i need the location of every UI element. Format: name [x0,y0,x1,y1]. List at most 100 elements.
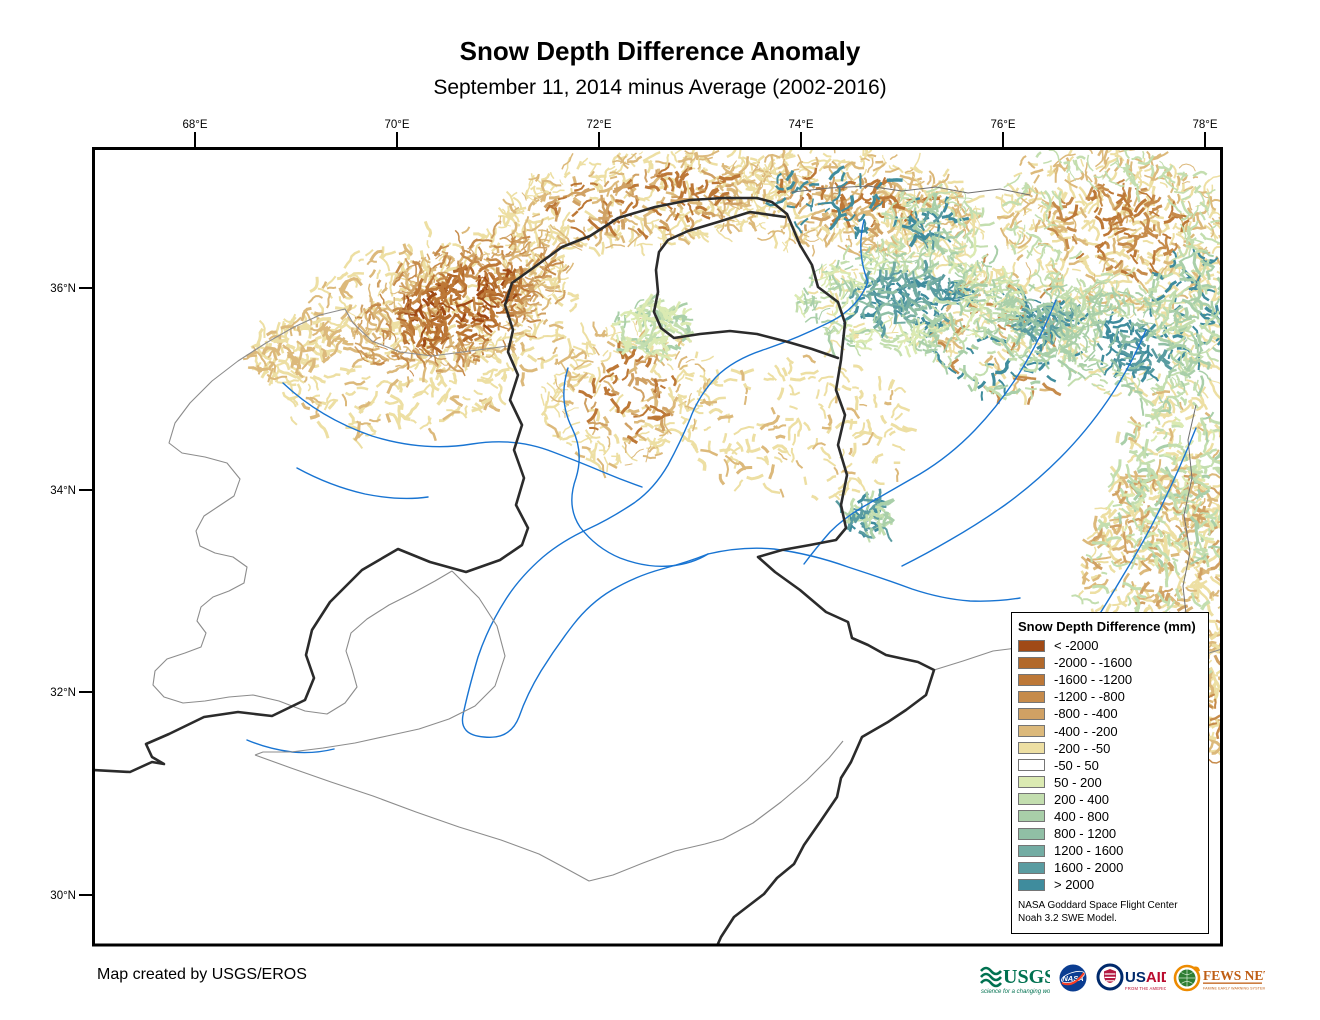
fewsnet-logo: FEWS NET FAMINE EARLY WARNING SYSTEMS NE… [1173,964,1265,992]
y-tick-label: 32°N [50,687,76,699]
logo-strip: USGS science for a changing world NASA U… [978,957,1265,999]
usgs-wave-icon [980,966,1002,988]
page-subtitle: September 11, 2014 minus Average (2002-2… [433,76,887,99]
legend-label: 200 - 400 [1054,791,1109,807]
x-tick-label: 76°E [990,119,1015,131]
fewsnet-underline [1203,982,1262,984]
map-credit: Map created by USGS/EROS [97,966,307,983]
legend-swatch [1018,725,1045,738]
legend-label: -2000 - -1600 [1054,655,1133,671]
legend-label: -200 - -50 [1054,740,1111,756]
legend-label: 1200 - 1600 [1054,843,1124,859]
legend-label: 400 - 800 [1054,808,1109,824]
snow-anomaly-speckles [873,269,1174,373]
basin-boundary [1182,404,1197,615]
basin-boundary [254,570,506,756]
legend-note: NASA Goddard Space Flight Center Noah 3.… [1018,900,1204,925]
nasa-wordmark: NASA [1062,974,1083,983]
legend-label: -1600 - -1200 [1054,672,1133,688]
legend-label: < -2000 [1054,638,1099,654]
legend-row: > 2000 [1018,876,1204,893]
y-tick-label: 30°N [50,890,76,902]
country-border [652,210,840,360]
usaid-stripes-icon [1104,973,1116,982]
snow-anomaly-speckles [613,182,1174,603]
legend-row: -400 - -200 [1018,722,1204,739]
river [901,329,1147,567]
map-frame [92,147,1223,947]
page-title: Snow Depth Difference Anomaly [459,36,861,66]
snow-anomaly-speckles [400,173,1134,374]
legend-swatch [1018,639,1045,652]
snow-raster-layer [242,149,1221,774]
legend-row: 800 - 1200 [1018,825,1204,842]
legend-swatch [1018,810,1045,823]
snow-anomaly-speckles [887,298,929,306]
legend-label: -800 - -400 [1054,706,1118,722]
legend-swatch [1018,861,1045,874]
legend-swatch [1018,776,1045,789]
fewsnet-wordmark: FEWS NET [1203,968,1265,983]
legend-row: -1200 - -800 [1018,688,1204,705]
usgs-logo: USGS science for a changing world [980,966,1050,995]
country-border [94,196,936,944]
fewsnet-leaf-icon [1193,966,1200,972]
legend-swatch [1018,827,1045,840]
legend-row: -2000 - -1600 [1018,654,1204,671]
graticule-ticks-layer: 68°E 70°E 72°E 74°E 76°E 78°E 36°N 34°N 32°N 30°N [50,119,1218,902]
legend-label: -50 - 50 [1054,757,1099,773]
legend-swatch [1018,673,1045,686]
snow-anomaly-speckles [408,266,475,344]
river [246,739,335,754]
x-tick-label: 72°E [586,119,611,131]
legend-row: 400 - 800 [1018,808,1204,825]
legend-row: 50 - 200 [1018,774,1204,791]
y-tick-label: 34°N [50,485,76,497]
nasa-logo: NASA [1059,964,1087,992]
snow-anomaly-speckles [495,211,1185,692]
snow-anomaly-speckles [818,263,988,336]
country-border-layer [94,196,936,944]
x-tick-label: 78°E [1192,119,1217,131]
legend-row: 1600 - 2000 [1018,859,1204,876]
x-tick-label: 68°E [182,119,207,131]
snow-anomaly-speckles [356,233,551,377]
snow-anomaly-speckles [954,279,965,289]
fewsnet-globe-grid-icon [1179,969,1195,987]
legend-row: < -2000 [1018,637,1204,654]
legend-swatch [1018,742,1045,755]
basin-boundary [791,185,1031,196]
usaid-us-text: US [1125,969,1146,986]
usgs-wordmark: USGS [1003,966,1050,988]
snow-anomaly-speckles [374,232,533,367]
usaid-shield-icon [1104,969,1116,983]
legend-label: -400 - -200 [1054,723,1118,739]
legend-swatch [1018,844,1045,857]
x-tick-label: 70°E [384,119,409,131]
legend-label: -1200 - -800 [1054,689,1125,705]
snow-anomaly-speckles [860,222,1139,512]
legend-rows: < -2000 -2000 - -1600 -1600 - -1200 -1200 -… [1018,637,1204,893]
snow-anomaly-speckles [930,235,1189,476]
snow-anomaly-speckles [1156,349,1168,364]
rivers-layer [246,219,1197,754]
river [563,367,709,568]
legend-row: -50 - 50 [1018,757,1204,774]
legend-swatch [1018,656,1045,669]
legend-row: -800 - -400 [1018,705,1204,722]
legend-row: -200 - -50 [1018,740,1204,757]
usaid-aid-text: AID [1146,969,1166,986]
legend-swatch [1018,707,1045,720]
legend-title: Snow Depth Difference (mm) [1018,619,1196,634]
legend-row: -1600 - -1200 [1018,671,1204,688]
river [296,467,429,500]
legend-label: 800 - 1200 [1054,826,1117,842]
river [282,382,643,488]
usaid-wordmark: USAID [1125,969,1166,986]
usaid-tagline: FROM THE AMERICAN PEOPLE [1125,986,1166,991]
snow-anomaly-speckles [611,293,1215,548]
legend-label: 1600 - 2000 [1054,860,1124,876]
snow-anomaly-speckles [438,302,456,312]
snow-anomaly-speckles [903,282,919,311]
